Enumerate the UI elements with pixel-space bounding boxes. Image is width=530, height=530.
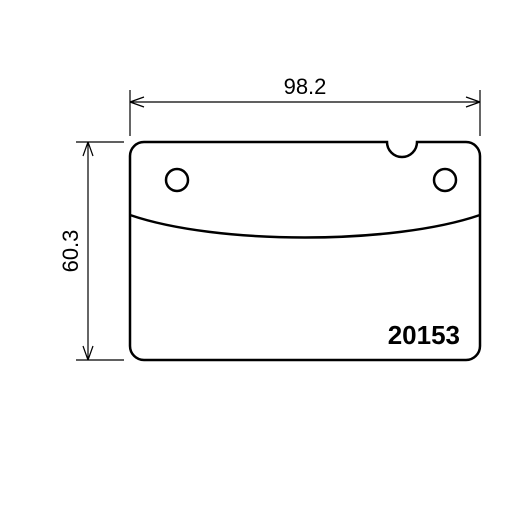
part-number: 20153 [388, 320, 460, 350]
height-dimension-value: 60.3 [58, 230, 83, 273]
technical-drawing: 98.2 60.3 20153 [0, 0, 530, 530]
width-dimension-value: 98.2 [284, 74, 327, 99]
